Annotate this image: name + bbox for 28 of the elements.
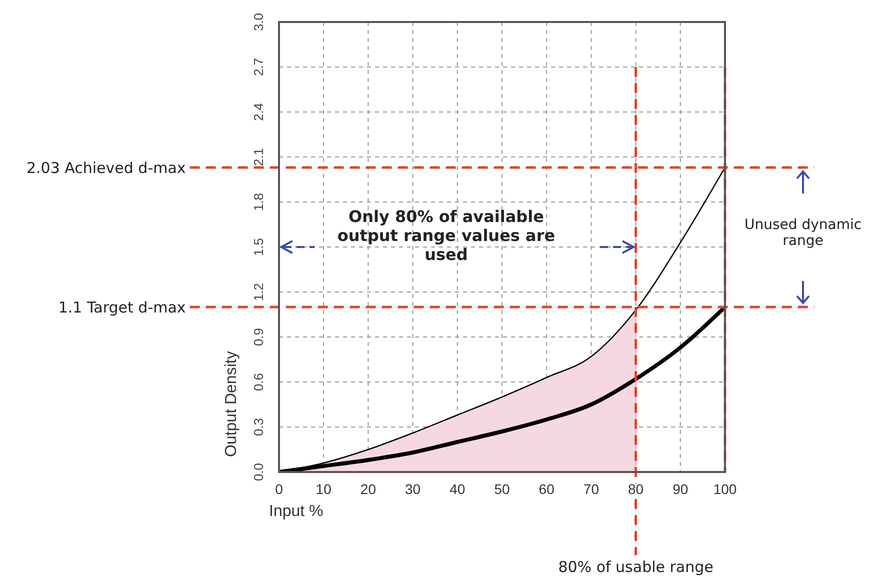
y-tick-label: 1.5 (251, 238, 266, 256)
text: Unused dynamic range (743, 217, 863, 250)
ref-line-label: 2.03 Achieved d-max (26, 158, 186, 177)
x-tick-label: 20 (360, 481, 376, 497)
x-tick-label: 90 (672, 481, 688, 497)
y-tick-label: 1.8 (251, 192, 266, 212)
annotation: Only 80% of available output range values are used (336, 206, 556, 264)
ref-line-label: 1.1 Target d-max (58, 298, 186, 316)
x-tick-label: 0 (275, 481, 284, 497)
y-tick-label: 2.7 (251, 58, 266, 76)
x-tick-label: 10 (316, 481, 332, 497)
y-tick-label: 1.2 (251, 282, 266, 302)
y-tick-label: 0.9 (251, 328, 266, 346)
y-tick-label: 0.0 (251, 462, 266, 482)
y-tick-label: 0.6 (251, 372, 266, 392)
ref-line-label: 80% of usable range (558, 558, 714, 576)
y-axis-title: Output Density (223, 351, 240, 457)
y-tick-label: 3.0 (251, 12, 266, 32)
y-tick-label: 0.3 (251, 418, 266, 436)
x-tick-label: 30 (405, 481, 421, 497)
y-tick-label: 2.4 (251, 102, 266, 122)
x-tick-label: 60 (538, 481, 555, 497)
x-tick-label: 50 (494, 481, 510, 497)
x-tick-label: 100 (713, 481, 737, 497)
x-tick-label: 40 (450, 481, 466, 497)
y-tick-label: 2.1 (251, 148, 266, 166)
x-tick-label: 70 (583, 481, 600, 497)
x-axis-title: Input % (269, 503, 324, 520)
